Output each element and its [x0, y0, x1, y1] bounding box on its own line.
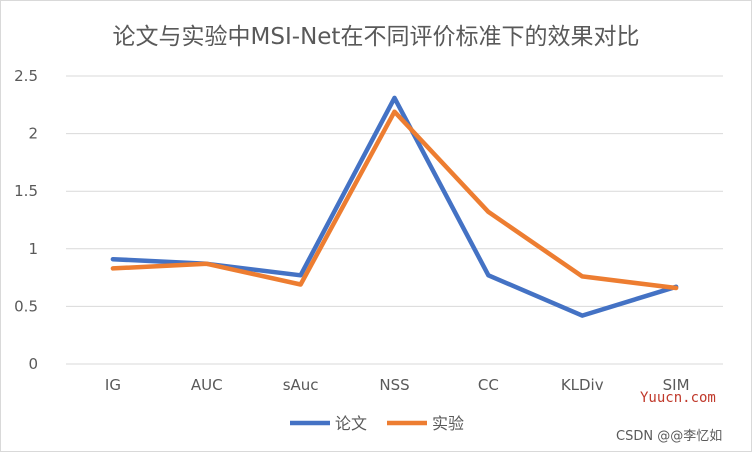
- y-tick-label: 2.5: [14, 67, 38, 85]
- chart-title: 论文与实验中MSI-Net在不同评价标准下的效果对比: [113, 24, 640, 50]
- legend: 论文 实验: [290, 414, 464, 433]
- x-axis-ticks: IG AUC sAuc NSS CC KLDiv SIM: [105, 376, 690, 394]
- series-lines: [110, 95, 679, 318]
- series-line-1: [110, 95, 679, 318]
- y-tick-label: 2: [28, 125, 38, 143]
- x-tick-label: KLDiv: [561, 376, 604, 394]
- y-tick-label: 1: [28, 240, 38, 258]
- x-tick-label: sAuc: [283, 376, 319, 394]
- y-axis-ticks: 0 0.5 1 1.5 2 2.5: [14, 67, 38, 373]
- y-tick-label: 0.5: [14, 297, 38, 315]
- x-tick-label: CC: [478, 376, 499, 394]
- watermark-site: Yuucn.com: [640, 390, 716, 406]
- legend-label: 论文: [335, 414, 367, 433]
- y-tick-label: 0: [28, 355, 38, 373]
- x-tick-label: SIM: [663, 376, 690, 394]
- x-tick-label: NSS: [379, 376, 409, 394]
- x-tick-label: IG: [105, 376, 121, 394]
- y-tick-label: 1.5: [14, 182, 38, 200]
- legend-label: 实验: [432, 414, 464, 433]
- watermark-credit: CSDN @@李忆如: [616, 428, 722, 444]
- x-tick-label: AUC: [191, 376, 223, 394]
- gridlines: [66, 75, 723, 365]
